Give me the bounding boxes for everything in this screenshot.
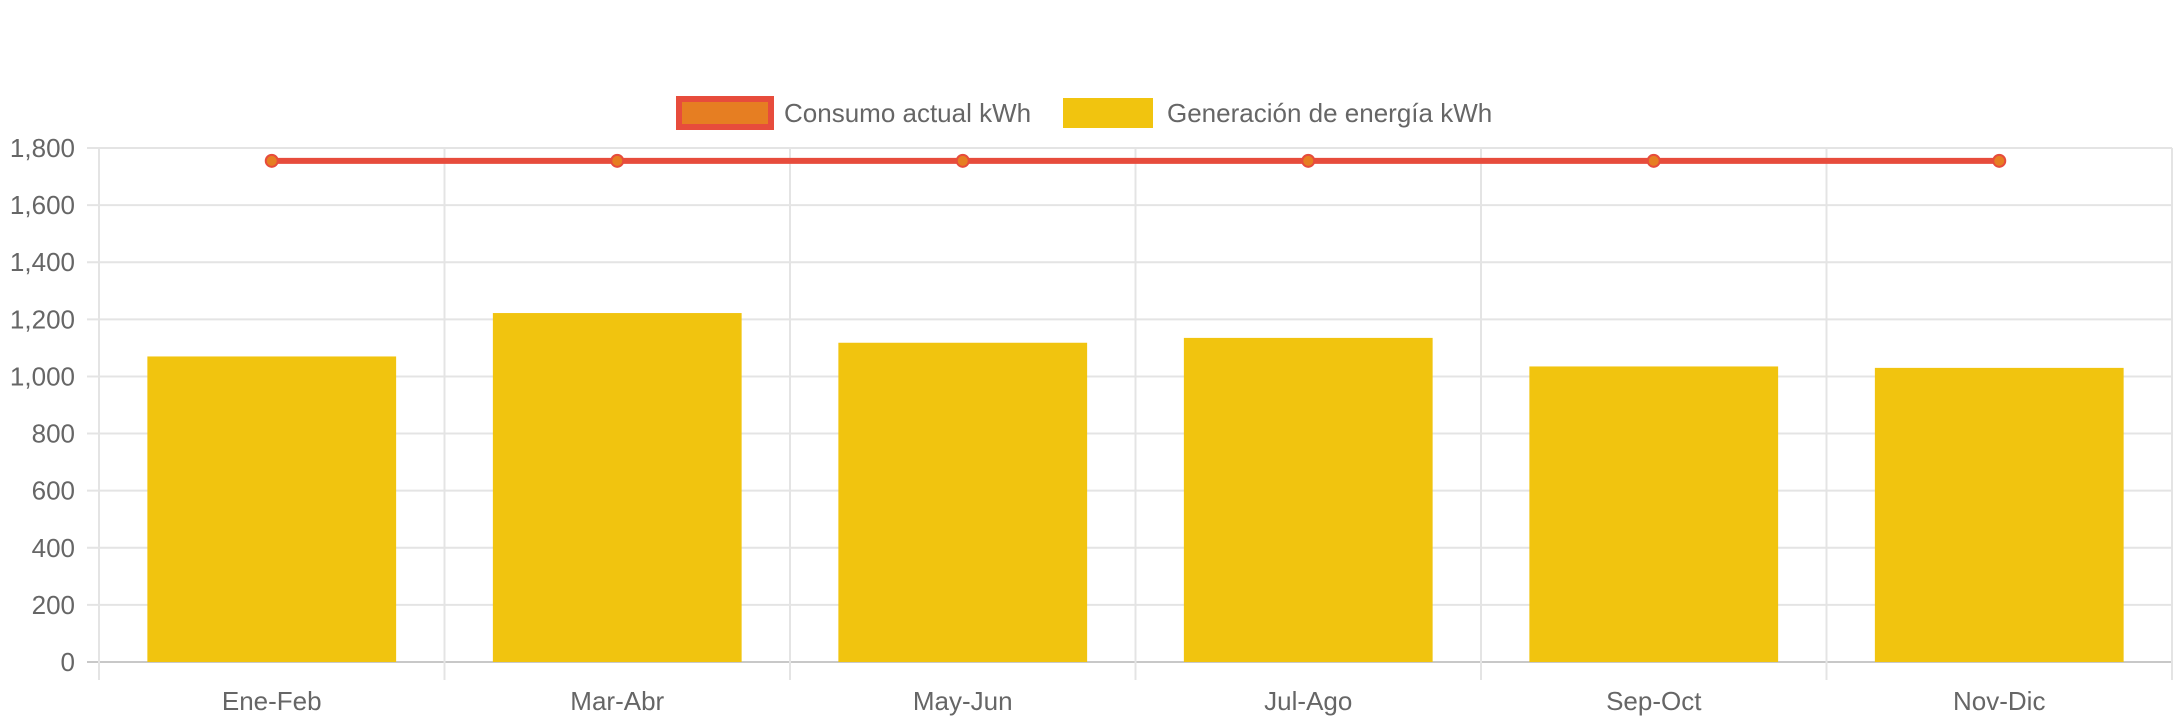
- legend-swatch-consumo[interactable]: [676, 96, 774, 130]
- bar[interactable]: [492, 313, 742, 662]
- legend-label-consumo[interactable]: Consumo actual kWh: [784, 98, 1031, 128]
- y-tick-label: 1,600: [10, 190, 75, 220]
- legend: Consumo actual kWh Generación de energía…: [676, 96, 1492, 130]
- x-tick-label: Ene-Feb: [222, 686, 322, 716]
- y-tick-label: 800: [32, 419, 75, 449]
- x-tick-label: Jul-Ago: [1264, 686, 1352, 716]
- line-point[interactable]: [264, 153, 279, 168]
- bar[interactable]: [147, 356, 397, 662]
- y-tick-label: 1,200: [10, 304, 75, 334]
- y-tick-label: 0: [61, 647, 75, 677]
- line-point[interactable]: [1646, 153, 1661, 168]
- bar-series: [147, 313, 2124, 662]
- line-point[interactable]: [610, 153, 625, 168]
- legend-label-generacion[interactable]: Generación de energía kWh: [1167, 98, 1492, 128]
- y-tick-label: 600: [32, 476, 75, 506]
- bar[interactable]: [1529, 366, 1779, 662]
- line-point[interactable]: [1301, 153, 1316, 168]
- y-axis-ticks: 0 200 400 600 800 1,000 1,200 1,400 1,600 1,800: [10, 133, 75, 677]
- line-series: [264, 153, 2007, 168]
- x-tick-label: May-Jun: [913, 686, 1013, 716]
- y-tick-label: 1,400: [10, 247, 75, 277]
- y-tick-label: 400: [32, 533, 75, 563]
- x-tick-label: Sep-Oct: [1606, 686, 1702, 716]
- grid-lines: [87, 147, 2173, 680]
- bar[interactable]: [1183, 337, 1433, 662]
- bar[interactable]: [1874, 367, 2124, 662]
- x-tick-label: Mar-Abr: [570, 686, 664, 716]
- y-tick-label: 1,000: [10, 361, 75, 391]
- bar[interactable]: [838, 342, 1088, 662]
- x-axis-ticks: Ene-Feb Mar-Abr May-Jun Jul-Ago Sep-Oct Nov-D…: [222, 686, 2046, 716]
- x-tick-label: Nov-Dic: [1953, 686, 2045, 716]
- legend-swatch-generacion[interactable]: [1063, 98, 1153, 128]
- line-point[interactable]: [955, 153, 970, 168]
- line-point[interactable]: [1992, 153, 2007, 168]
- y-tick-label: 1,800: [10, 133, 75, 163]
- y-tick-label: 200: [32, 590, 75, 620]
